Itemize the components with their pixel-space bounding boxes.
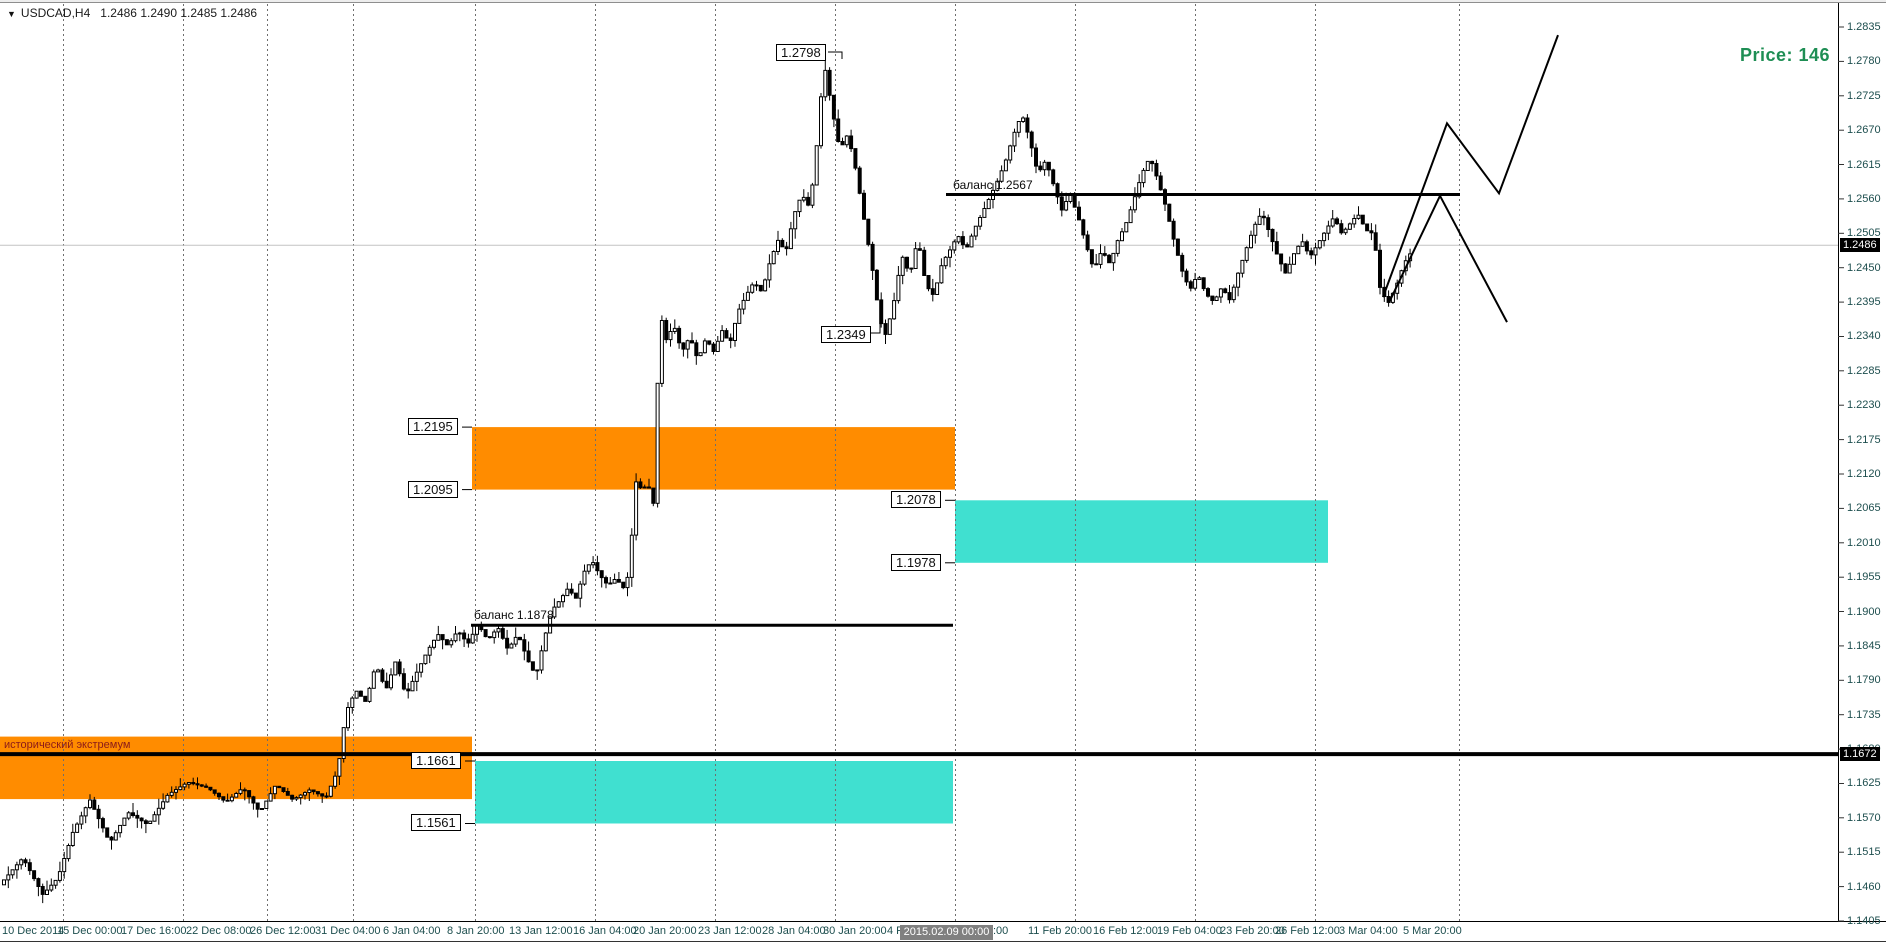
window-top-border xyxy=(0,0,1886,3)
ohlc-values: 1.2486 1.2490 1.2485 1.2486 xyxy=(100,6,258,20)
extremum-zone-orange-lower[interactable] xyxy=(0,736,472,800)
demand-zone-cyan-upper[interactable] xyxy=(955,500,1328,563)
bearish-scenario-line[interactable] xyxy=(1388,193,1508,323)
swing-label-connector xyxy=(869,324,881,334)
symbol-title: ▼ USDCAD,H4 1.2486 1.2490 1.2485 1.2486 xyxy=(7,6,257,20)
swing-label-connector xyxy=(828,51,843,59)
symbol-label: USDCAD,H4 xyxy=(20,6,91,20)
bullish-scenario-line[interactable] xyxy=(1382,34,1559,298)
price-banner: Price: 146 xyxy=(1739,45,1830,65)
supply-zone-orange-upper[interactable] xyxy=(472,427,955,490)
chart-dropdown-icon[interactable]: ▼ xyxy=(7,9,16,19)
demand-zone-cyan-lower[interactable] xyxy=(475,761,953,824)
